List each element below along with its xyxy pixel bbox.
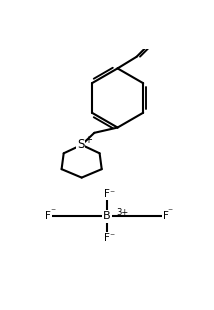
Text: ⁻: ⁻	[167, 207, 172, 217]
Text: B: B	[103, 211, 111, 221]
Text: ⁻: ⁻	[50, 207, 55, 217]
Text: F: F	[104, 233, 110, 243]
Text: F: F	[163, 211, 169, 221]
Text: 3+: 3+	[116, 207, 128, 216]
Text: F: F	[104, 189, 110, 199]
Text: F: F	[45, 211, 51, 221]
Text: S: S	[77, 138, 84, 151]
Text: +: +	[84, 135, 92, 144]
Text: ⁻: ⁻	[109, 232, 114, 242]
Text: ⁻: ⁻	[109, 190, 114, 200]
